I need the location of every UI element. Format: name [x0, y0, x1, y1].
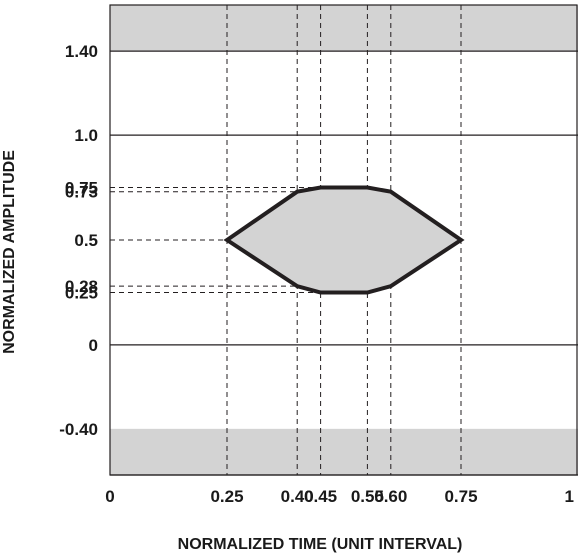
x-tick-label: 0.55 [351, 487, 384, 506]
plot-frame [109, 4, 578, 476]
y-tick-label: 0.28 [65, 277, 98, 296]
y-tick-label: 0.5 [74, 231, 98, 250]
y-tick-label: 1.40 [65, 42, 98, 61]
y-axis-label: NORMALIZED AMPLITUDE [1, 150, 18, 354]
y-tick-label: 0.25 [65, 283, 98, 302]
x-axis-label: NORMALIZED TIME (UNIT INTERVAL) [178, 536, 463, 553]
x-tick-label: 0.25 [210, 487, 243, 506]
x-tick-label: 0.60 [374, 487, 407, 506]
lower-limit-region [110, 428, 578, 475]
x-tick-label: 0 [105, 487, 114, 506]
upper-limit-region [110, 5, 578, 52]
y-tick-label: 0.73 [65, 183, 98, 202]
eye-mask-polygon [223, 185, 465, 295]
x-tick-label: 0.40 [281, 487, 314, 506]
x-tick-label: 0.45 [304, 487, 337, 506]
x-tick-label: 0.75 [444, 487, 477, 506]
y-tick-label: 1.0 [74, 126, 98, 145]
x-tick-label: 1 [565, 487, 574, 506]
y-tick-label: 0.75 [65, 179, 98, 198]
y-tick-label: -0.40 [59, 420, 98, 439]
y-tick-label: 0 [89, 336, 98, 355]
